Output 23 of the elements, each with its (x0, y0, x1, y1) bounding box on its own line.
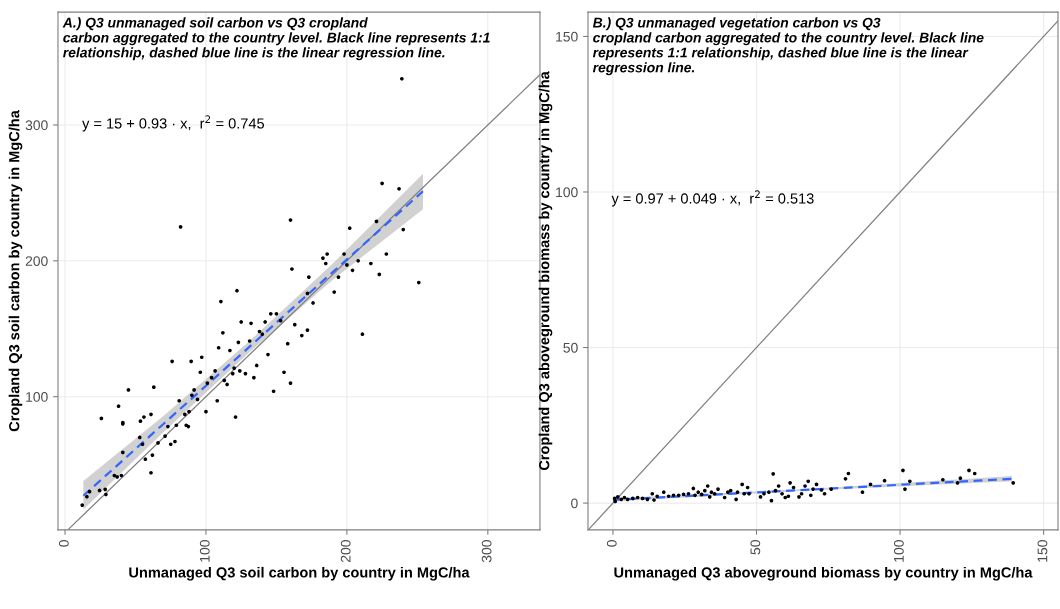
annotation: y = 15 + 0.93 · x, r$^{2}$ = 0.745 (82, 115, 265, 132)
x-axis-title: Unmanaged Q3 aboveground biomass by country in MgC/ha (614, 566, 1033, 581)
x-tick-label: 300 (481, 540, 492, 563)
text: B.) Q3 unmanaged vegetation carbon vs Q3 cropland carbon aggregated to the country level. Black line represents 1:1 relationship, dashed blue line is the linear regression line. (592, 17, 984, 76)
x-tick-label: 100 (893, 540, 904, 562)
annotation: y = 0.97 + 0.049 · x, r$^{2}$ = 0.513 (611, 190, 814, 207)
y-tick-label: 100 (556, 187, 578, 198)
y-tick-label: 0 (571, 498, 578, 509)
y-axis-title: Cropland Q3 aboveground biomass by country in MgC/ha (538, 71, 553, 471)
x-tick-label: 150 (1037, 540, 1048, 562)
x-tick-label: 0 (58, 540, 69, 547)
y-tick-label: 200 (25, 256, 48, 266)
text: A.) Q3 unmanaged soil carbon vs Q3 cropland carbon aggregated to the country level. Black line represents 1:1 relationship, dashed blue line is the linear regression line. (62, 17, 490, 61)
x-tick-label: 200 (340, 540, 351, 563)
y-tick-label: 300 (25, 120, 48, 131)
y-tick-label: 100 (26, 392, 48, 402)
x-axis-title: Unmanaged Q3 soil carbon by country in MgC/ha (129, 566, 470, 581)
y-axis-title: Cropland Q3 soil carbon by country in MgC/ha (8, 110, 23, 432)
x-tick-label: 50 (750, 540, 761, 555)
y-tick-label: 50 (563, 342, 578, 353)
x-tick-label: 100 (199, 540, 210, 562)
x-tick-label: 0 (606, 540, 617, 547)
y-tick-label: 150 (556, 31, 578, 42)
